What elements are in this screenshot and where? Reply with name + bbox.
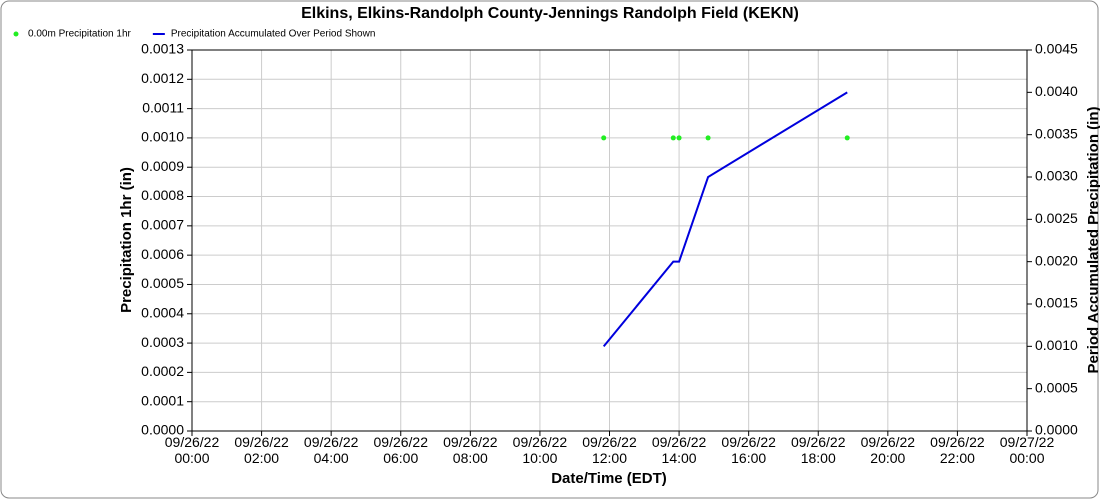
legend-label: Precipitation Accumulated Over Period Sh… bbox=[171, 29, 376, 40]
point bbox=[670, 135, 676, 141]
y-tick-label: 0.0009 bbox=[141, 158, 184, 174]
x-tick-label: 09/26/22 00:00 bbox=[165, 434, 220, 466]
y-tick-label: 0.0011 bbox=[142, 99, 184, 115]
y2-tick-label: 0.0040 bbox=[1035, 83, 1078, 99]
x-tick-label: 09/27/22 00:00 bbox=[1000, 434, 1055, 466]
y-tick-label: 0.0012 bbox=[141, 70, 184, 86]
y-tick-label: 0.0001 bbox=[141, 392, 184, 408]
point bbox=[844, 135, 850, 141]
x-tick-label: 09/26/22 22:00 bbox=[930, 434, 985, 466]
y2-tick-label: 0.0000 bbox=[1035, 422, 1078, 438]
x-tick-label: 09/26/22 04:00 bbox=[304, 434, 359, 466]
y2-tick-label: 0.0030 bbox=[1035, 168, 1078, 184]
x-tick-label: 09/26/22 12:00 bbox=[582, 434, 637, 466]
y2-tick-label: 0.0005 bbox=[1035, 379, 1078, 395]
y-tick-label: 0.0005 bbox=[141, 275, 184, 291]
point bbox=[705, 135, 711, 141]
x-tick-label: 09/26/22 06:00 bbox=[374, 434, 429, 466]
chart-title: Elkins, Elkins-Randolph County-Jennings … bbox=[301, 5, 799, 22]
y2-tick-label: 0.0045 bbox=[1035, 41, 1078, 57]
x-tick-label: 09/26/22 10:00 bbox=[513, 434, 568, 466]
line bbox=[602, 91, 848, 347]
x-tick-label: 09/26/22 14:00 bbox=[652, 434, 707, 466]
y-tick-label: 0.0008 bbox=[141, 187, 184, 203]
point bbox=[601, 135, 607, 141]
y-tick-label: 0.0013 bbox=[141, 41, 184, 57]
y-tick-label: 0.0007 bbox=[141, 217, 184, 233]
y2-tick-label: 0.0025 bbox=[1035, 210, 1078, 226]
y-tick-label: 0.0003 bbox=[141, 334, 184, 350]
y-tick-label: 0.0006 bbox=[141, 246, 184, 262]
y2-axis-label: Period Accumulated Precipitation (in) bbox=[1085, 107, 1100, 374]
y-tick-label: 0.0010 bbox=[141, 129, 184, 145]
legend-label: 0.00m Precipitation 1hr bbox=[28, 29, 132, 40]
x-tick-label: 09/26/22 20:00 bbox=[861, 434, 916, 466]
y2-tick-label: 0.0010 bbox=[1035, 337, 1078, 353]
point bbox=[676, 135, 682, 141]
y2-tick-label: 0.0035 bbox=[1035, 125, 1078, 141]
legend-marker bbox=[13, 31, 19, 37]
y-axis-label: Precipitation 1hr (in) bbox=[118, 167, 135, 313]
x-axis-label: Date/Time (EDT) bbox=[551, 470, 667, 487]
x-tick-label: 09/26/22 08:00 bbox=[443, 434, 498, 466]
x-tick-label: 09/26/22 02:00 bbox=[234, 434, 289, 466]
y2-tick-label: 0.0015 bbox=[1035, 295, 1078, 311]
y-tick-label: 0.0002 bbox=[141, 363, 184, 379]
y-tick-label: 0.0000 bbox=[141, 422, 184, 438]
plot-border bbox=[191, 49, 1028, 432]
x-tick-label: 09/26/22 16:00 bbox=[721, 434, 776, 466]
x-tick-label: 09/26/22 18:00 bbox=[791, 434, 846, 466]
y2-tick-label: 0.0020 bbox=[1035, 252, 1078, 268]
y-tick-label: 0.0004 bbox=[141, 304, 184, 320]
